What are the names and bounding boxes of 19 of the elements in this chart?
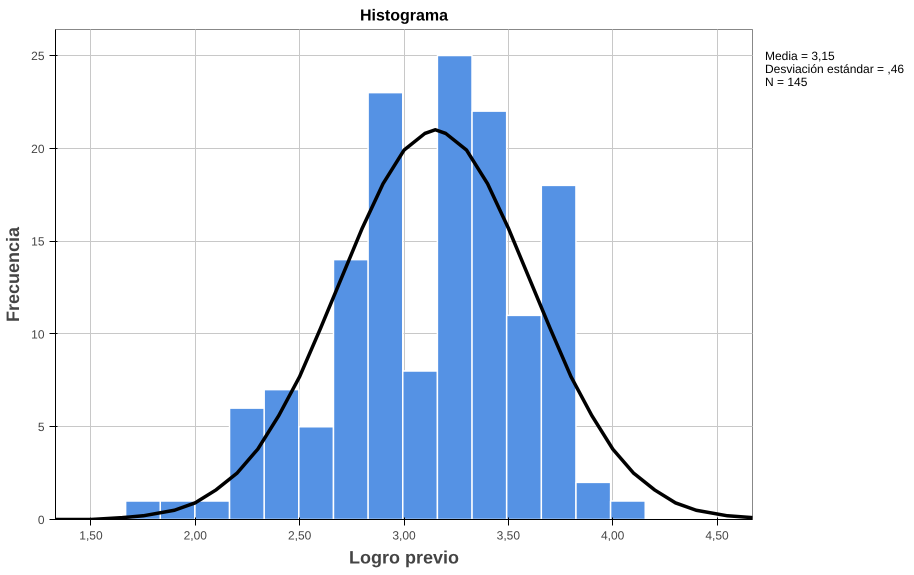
text: Desviación estándar = ,46 <box>765 62 904 76</box>
x-tick-label: 2,00 <box>184 528 208 542</box>
chart-title: Histograma <box>360 8 448 24</box>
y-tick-label: 10 <box>31 327 45 342</box>
x-tick-label: 3,50 <box>496 528 520 542</box>
text: Media = 3,15 <box>765 49 835 63</box>
x-tick-label: 2,50 <box>288 528 312 542</box>
y-tick-label: 0 <box>38 513 45 527</box>
y-tick-label: 5 <box>38 420 45 434</box>
x-axis-title: Logro previo <box>349 548 460 568</box>
x-tick-label: 3,00 <box>392 528 416 542</box>
y-tick-label: 20 <box>31 142 45 156</box>
x-tick-label: 4,00 <box>601 528 625 542</box>
text: N = 145 <box>765 75 808 90</box>
y-tick-label: 15 <box>31 234 45 249</box>
y-tick-label: 25 <box>31 48 45 63</box>
x-tick-label: 4,50 <box>705 528 730 542</box>
x-tick-label: 1,50 <box>79 528 103 542</box>
y-axis-title: Frecuencia <box>3 226 24 322</box>
